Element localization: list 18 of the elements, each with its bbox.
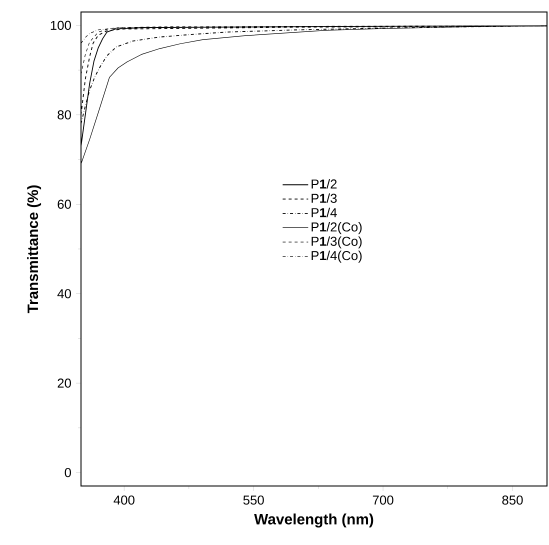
- y-tick-label: 40: [57, 289, 71, 298]
- x-tick-label: 700: [372, 495, 394, 505]
- y-axis-title: Transmittance (%): [27, 185, 42, 314]
- y-tick-label: 60: [58, 200, 71, 209]
- y-tick-label: 100: [50, 20, 71, 30]
- y-tick-label: 20: [58, 378, 71, 388]
- legend-label: P1/4: [312, 208, 337, 218]
- legend-label: P1/3: [312, 193, 337, 203]
- x-tick-label: 850: [502, 495, 523, 505]
- x-tick-label: 400: [114, 495, 134, 505]
- legend-label: P1/2: [312, 179, 337, 189]
- y-tick-label: 0: [64, 468, 71, 478]
- legend-label: P1/2(Co): [312, 222, 362, 234]
- legend-label: P1/3(Co): [312, 236, 362, 248]
- x-tick-label: 550: [243, 495, 264, 505]
- x-axis-title: Wavelength (nm): [254, 514, 374, 528]
- legend-label: P1/4(Co): [312, 250, 362, 263]
- y-tick-label: 80: [58, 110, 71, 120]
